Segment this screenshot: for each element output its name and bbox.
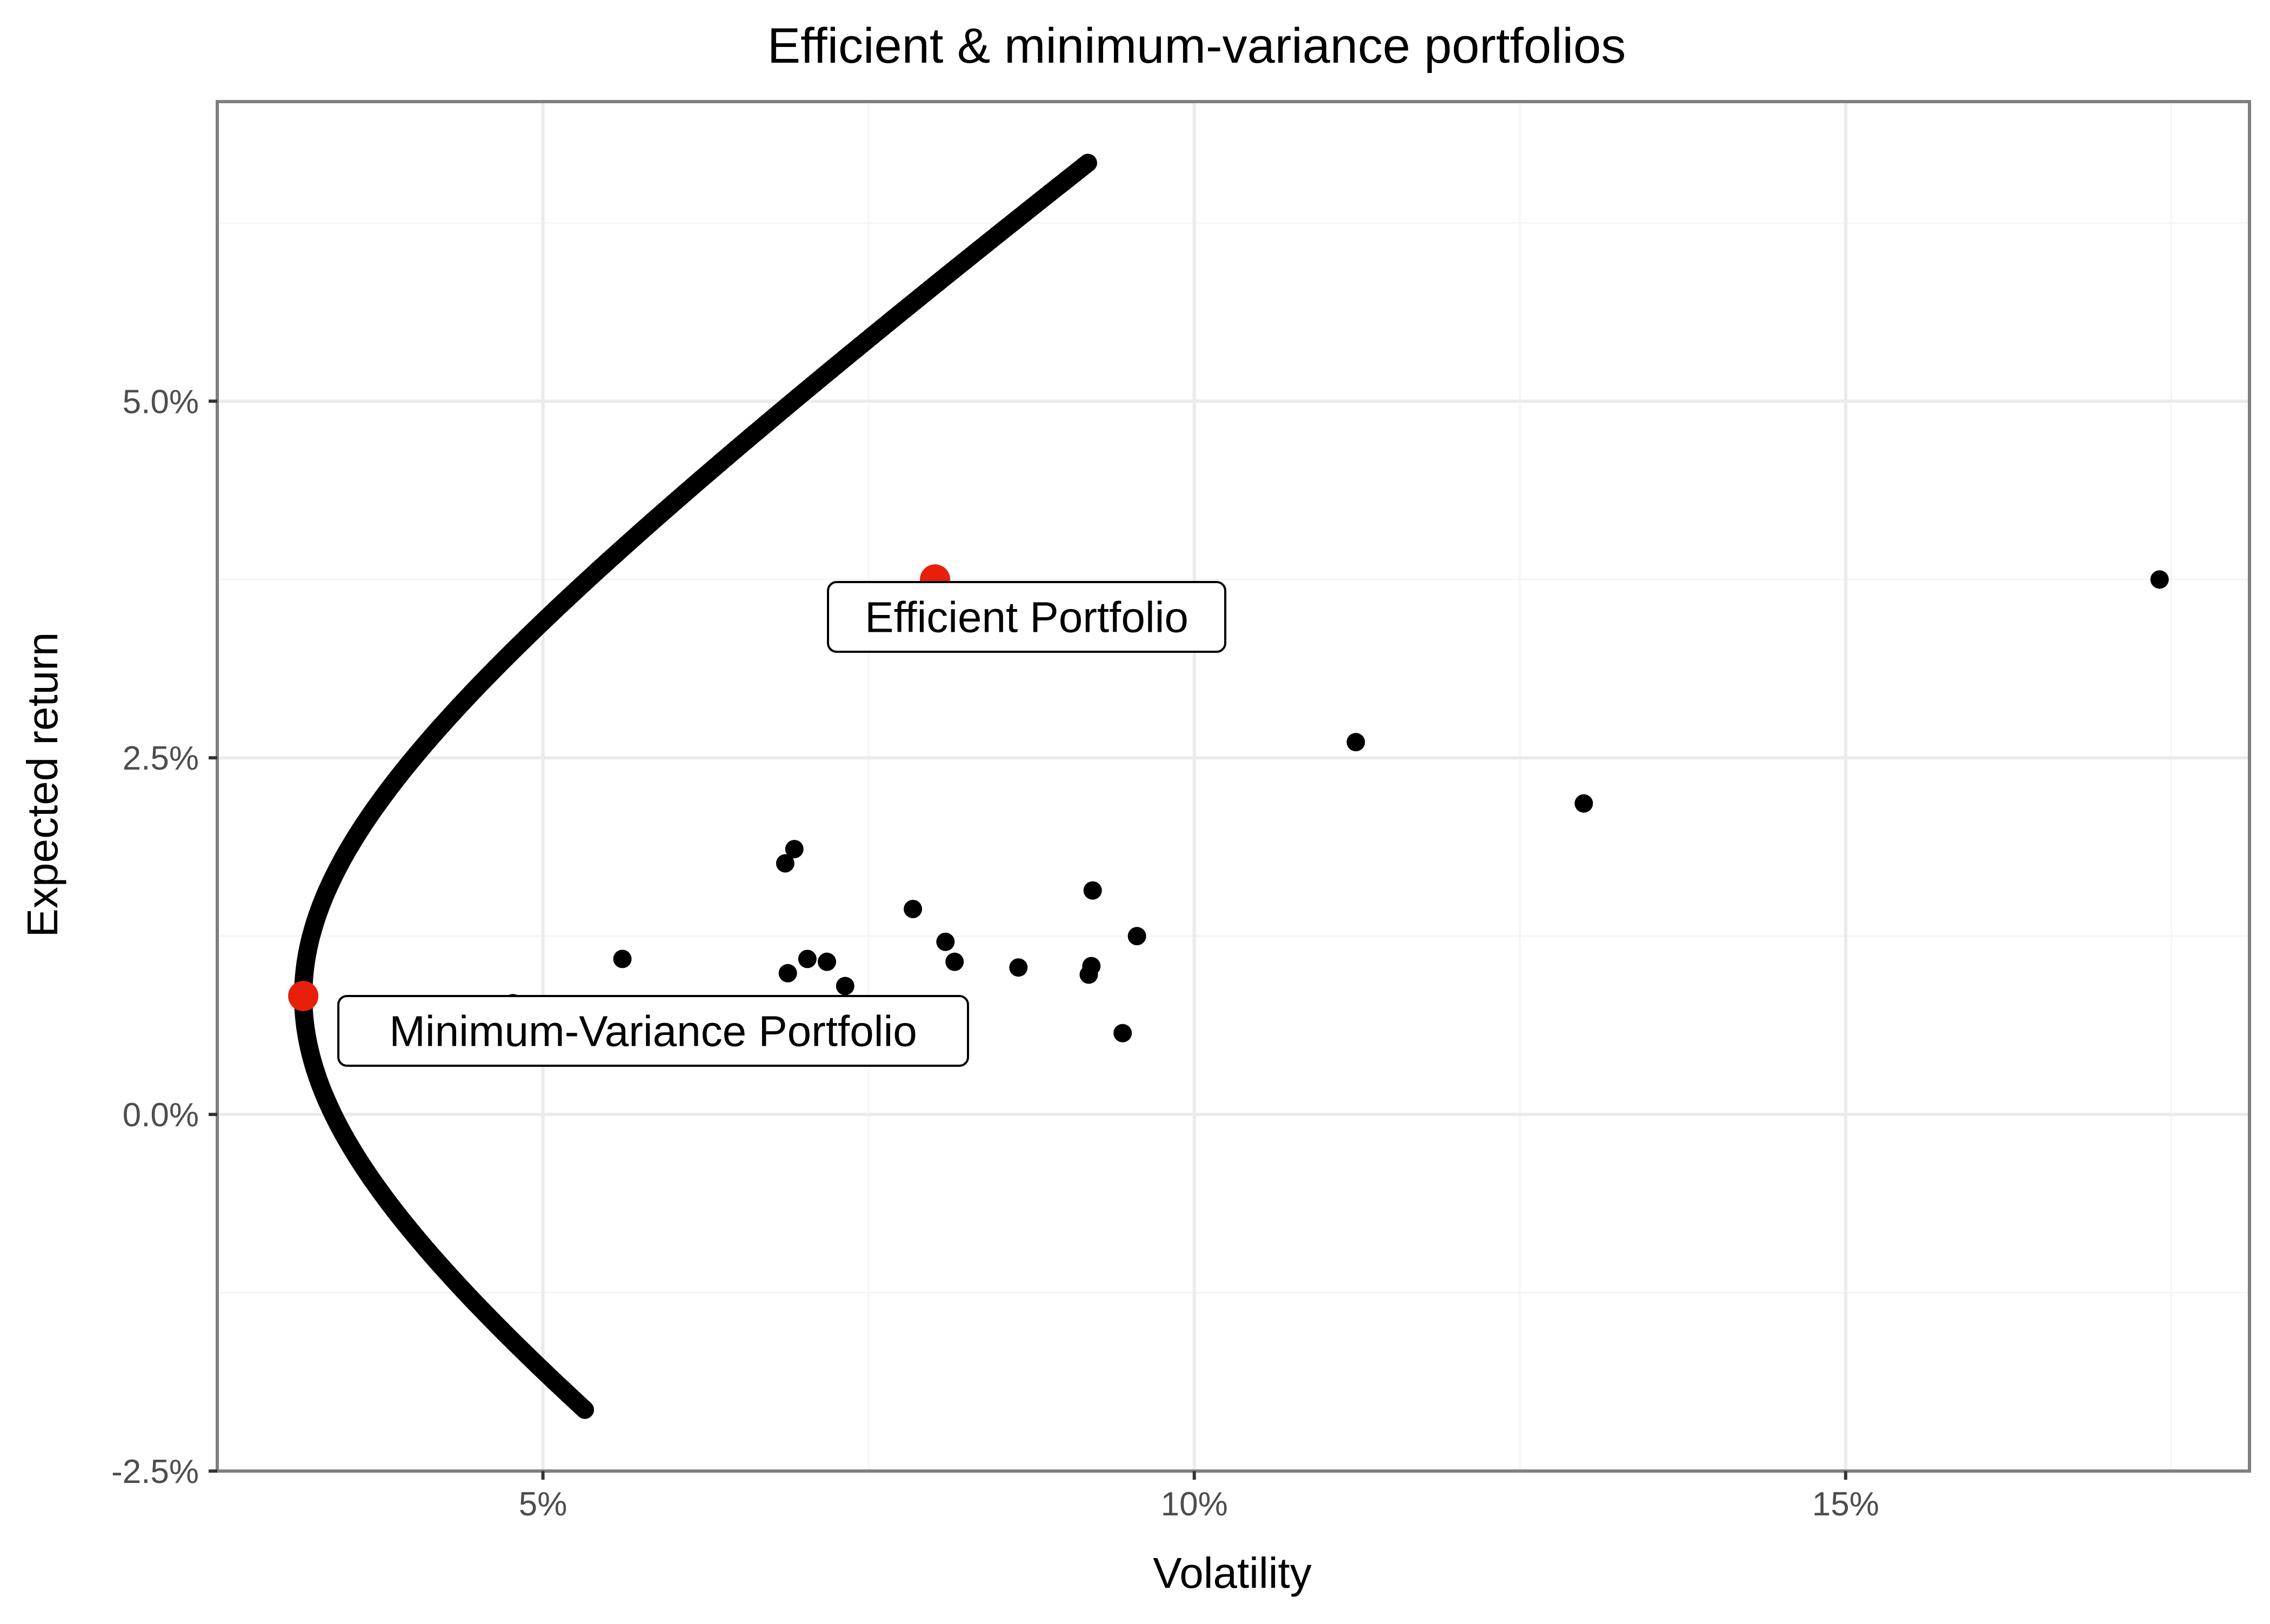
frontier-point xyxy=(1078,153,1097,172)
chart-title: Efficient & minimum-variance portfolios xyxy=(767,18,1626,73)
asset-point xyxy=(1346,733,1365,752)
asset-point xyxy=(798,950,817,968)
y-tick-label: -2.5% xyxy=(111,1453,199,1491)
annotation-label: Minimum-Variance Portfolio xyxy=(337,995,969,1067)
asset-point xyxy=(1113,1024,1132,1042)
annotations: Efficient Portfolio Minimum-Variance Port… xyxy=(337,581,1226,1067)
annotation-text: Efficient Portfolio xyxy=(865,593,1189,641)
asset-point xyxy=(1574,794,1593,813)
y-tick-label: 0.0% xyxy=(123,1097,199,1134)
x-axis-title: Volatility xyxy=(1153,1549,1311,1597)
asset-point xyxy=(1127,927,1146,946)
annotation-label: Efficient Portfolio xyxy=(827,581,1226,653)
minor-gridlines xyxy=(217,102,2249,1471)
asset-point xyxy=(785,840,804,859)
asset-point xyxy=(818,952,836,971)
asset-point xyxy=(1009,958,1028,977)
asset-point xyxy=(936,932,955,951)
axis-ticks: 5% 10% 15% -2.5% 0.0% 2.5% 5.0% xyxy=(111,383,1879,1523)
y-axis-title: Expected return xyxy=(18,632,66,938)
asset-point xyxy=(904,900,923,919)
annotation-text: Minimum-Variance Portfolio xyxy=(389,1007,917,1055)
asset-point xyxy=(613,950,632,968)
highlighted-portfolio-point xyxy=(288,981,319,1012)
asset-point xyxy=(1083,881,1102,900)
x-tick-label: 5% xyxy=(519,1486,568,1523)
asset-point xyxy=(776,854,794,873)
annotation-box xyxy=(827,581,1226,653)
asset-point xyxy=(1082,957,1101,975)
annotation-box xyxy=(337,995,969,1067)
asset-point xyxy=(2150,570,2169,589)
asset-point xyxy=(945,952,964,971)
y-tick-label: 5.0% xyxy=(123,383,199,420)
asset-point xyxy=(778,964,797,983)
x-tick-label: 10% xyxy=(1161,1486,1228,1523)
x-tick-label: 15% xyxy=(1812,1486,1879,1523)
asset-point xyxy=(836,977,854,995)
plot-panel-border xyxy=(216,100,2251,1473)
y-tick-label: 2.5% xyxy=(123,740,199,777)
